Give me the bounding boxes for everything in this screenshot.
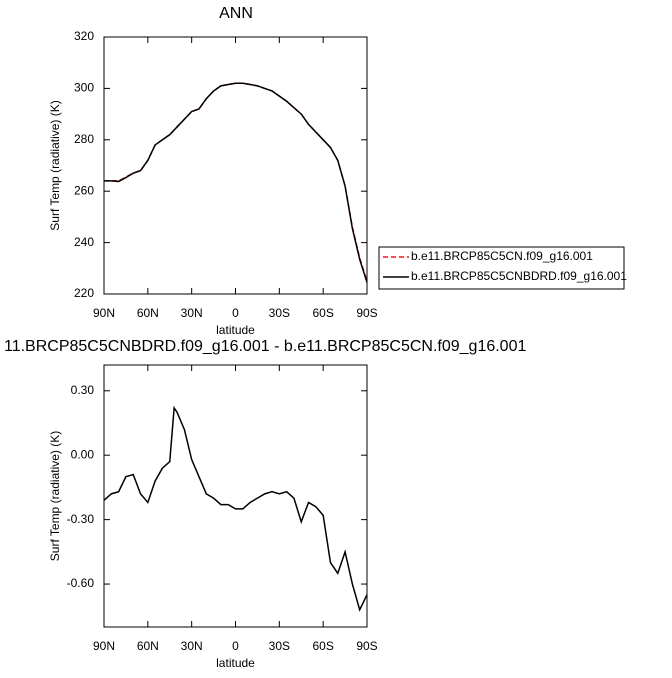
y-tick-label: 220 [74, 286, 94, 300]
x-axis-label: latitude [216, 656, 255, 670]
x-tick-label: 30S [269, 639, 290, 653]
legend-label: b.e11.BRCP85C5CNBDRD.f09_g16.001 [411, 269, 627, 283]
x-tick-label: 60N [137, 306, 159, 320]
y-tick-label: -0.30 [67, 512, 95, 526]
y-tick-label: 300 [74, 81, 94, 95]
x-tick-label: 30S [269, 306, 290, 320]
x-axis-label: latitude [216, 323, 255, 337]
y-tick-label: 260 [74, 183, 94, 197]
legend-label: b.e11.BRCP85C5CN.f09_g16.001 [411, 249, 593, 263]
y-tick-label: 280 [74, 132, 94, 146]
y-tick-label: -0.60 [67, 576, 95, 590]
x-tick-label: 90S [356, 639, 377, 653]
chart-title: 11.BRCP85C5CNBDRD.f09_g16.001 - b.e11.BR… [4, 338, 526, 355]
y-tick-label: 0.00 [71, 447, 95, 461]
line [104, 82, 368, 283]
y-tick-label: 240 [74, 235, 94, 249]
x-tick-label: 0 [232, 306, 239, 320]
y-tick-label: 320 [74, 29, 94, 43]
y-axis-label: Surf Temp (radiative) (K) [48, 100, 62, 230]
x-tick-label: 60S [312, 639, 333, 653]
y-tick-label: 0.30 [71, 383, 95, 397]
line [104, 82, 368, 282]
line [103, 405, 368, 612]
x-tick-label: 0 [232, 639, 239, 653]
plot-frame [103, 364, 368, 628]
x-tick-label: 90S [356, 306, 377, 320]
x-tick-label: 90N [93, 306, 115, 320]
chart-title: ANN [219, 5, 253, 22]
y-axis-label: Surf Temp (radiative) (K) [48, 431, 62, 561]
x-tick-label: 90N [93, 639, 115, 653]
x-tick-label: 60N [137, 639, 159, 653]
legend-box [378, 246, 625, 290]
x-tick-label: 30N [181, 639, 203, 653]
x-tick-label: 30N [181, 306, 203, 320]
x-tick-label: 60S [312, 306, 333, 320]
